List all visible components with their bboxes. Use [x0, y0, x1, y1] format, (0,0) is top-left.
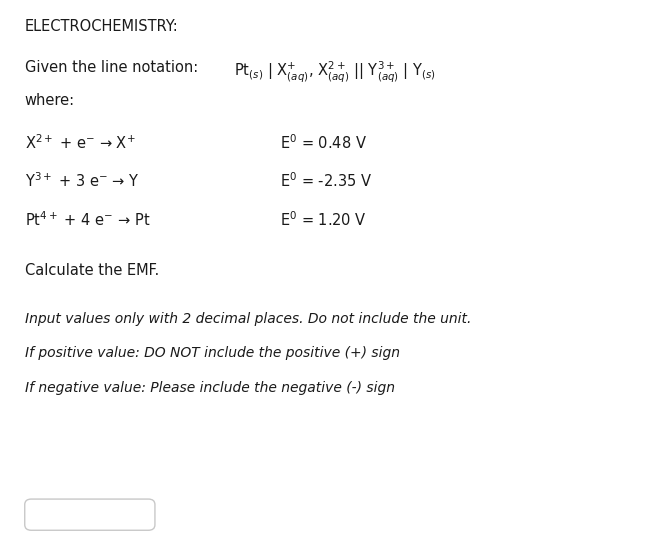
Text: Input values only with 2 decimal places. Do not include the unit.: Input values only with 2 decimal places.… — [25, 312, 471, 326]
Text: Pt$_{(s)}$ | X$^{+}_{(aq)}$, X$^{2+}_{(aq)}$ || Y$^{3+}_{(aq)}$ | Y$_{(s)}$: Pt$_{(s)}$ | X$^{+}_{(aq)}$, X$^{2+}_{(a… — [234, 60, 436, 85]
Text: Pt$^{4+}$ + 4 e$^{-}$ → Pt: Pt$^{4+}$ + 4 e$^{-}$ → Pt — [25, 210, 150, 229]
Text: E$^{0}$ = -2.35 V: E$^{0}$ = -2.35 V — [280, 171, 372, 190]
Text: If negative value: Please include the negative (-) sign: If negative value: Please include the ne… — [25, 381, 395, 395]
Text: ELECTROCHEMISTRY:: ELECTROCHEMISTRY: — [25, 19, 178, 35]
Text: Calculate the EMF.: Calculate the EMF. — [25, 263, 159, 278]
Text: E$^{0}$ = 0.48 V: E$^{0}$ = 0.48 V — [280, 134, 367, 153]
Text: where:: where: — [25, 93, 75, 108]
Text: Y$^{3+}$ + 3 e$^{-}$ → Y: Y$^{3+}$ + 3 e$^{-}$ → Y — [25, 171, 139, 190]
Text: E$^{0}$ = 1.20 V: E$^{0}$ = 1.20 V — [280, 210, 367, 229]
Text: Given the line notation:: Given the line notation: — [25, 60, 198, 75]
Text: X$^{2+}$ + e$^{-}$ → X$^{+}$: X$^{2+}$ + e$^{-}$ → X$^{+}$ — [25, 134, 135, 153]
FancyBboxPatch shape — [25, 499, 155, 530]
Text: If positive value: DO NOT include the positive (+) sign: If positive value: DO NOT include the po… — [25, 346, 400, 360]
